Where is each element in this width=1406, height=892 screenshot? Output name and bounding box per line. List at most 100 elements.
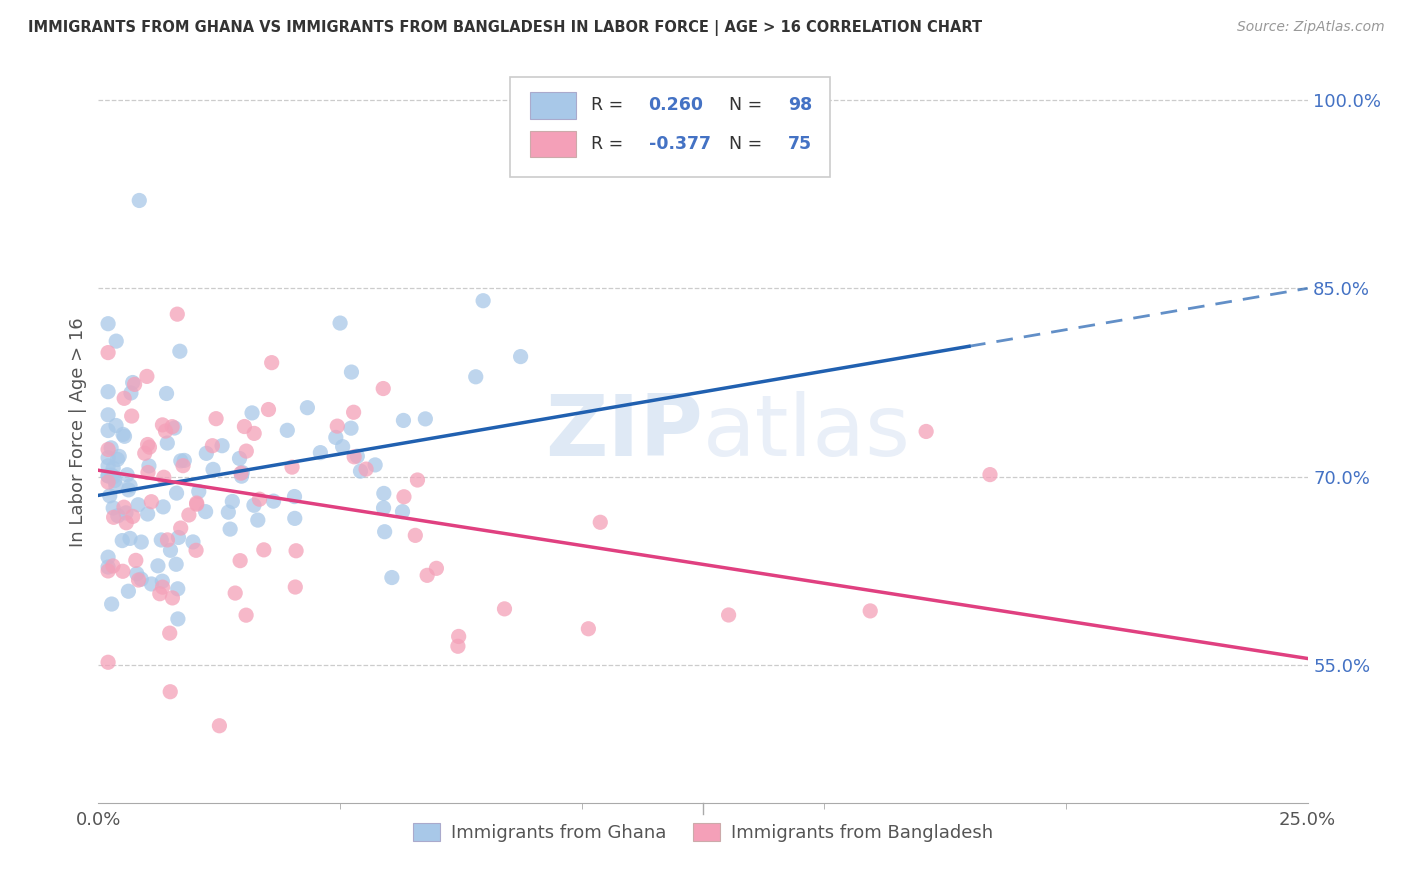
Point bbox=[589, 516, 612, 530]
Point bbox=[97, 475, 120, 489]
Legend: Immigrants from Ghana, Immigrants from Bangladesh: Immigrants from Ghana, Immigrants from B… bbox=[405, 815, 1001, 849]
Point bbox=[211, 439, 233, 453]
Point bbox=[97, 317, 120, 331]
Point bbox=[162, 591, 184, 605]
Point bbox=[155, 424, 177, 438]
Point bbox=[155, 386, 177, 401]
Text: 75: 75 bbox=[787, 135, 811, 153]
Point bbox=[184, 543, 207, 558]
Point bbox=[135, 369, 157, 384]
Point bbox=[447, 629, 470, 643]
Point bbox=[208, 719, 231, 733]
Point bbox=[159, 626, 181, 640]
Point bbox=[229, 554, 252, 568]
Point bbox=[107, 452, 129, 467]
Point bbox=[118, 479, 141, 493]
Text: R =: R = bbox=[591, 135, 628, 153]
Point bbox=[285, 543, 308, 558]
Point bbox=[221, 494, 243, 508]
Point bbox=[159, 543, 181, 558]
Point bbox=[141, 494, 163, 508]
Text: Source: ZipAtlas.com: Source: ZipAtlas.com bbox=[1237, 20, 1385, 34]
Point bbox=[152, 500, 174, 514]
Text: IMMIGRANTS FROM GHANA VS IMMIGRANTS FROM BANGLADESH IN LABOR FORCE | AGE > 16 CO: IMMIGRANTS FROM GHANA VS IMMIGRANTS FROM… bbox=[28, 20, 983, 36]
Point bbox=[100, 597, 122, 611]
Point bbox=[343, 405, 366, 419]
Y-axis label: In Labor Force | Age > 16: In Labor Force | Age > 16 bbox=[69, 318, 87, 548]
Point bbox=[105, 334, 128, 348]
Point bbox=[494, 602, 516, 616]
Point bbox=[392, 413, 415, 427]
Point bbox=[186, 496, 208, 510]
FancyBboxPatch shape bbox=[530, 130, 576, 157]
Point bbox=[121, 376, 143, 390]
Point bbox=[406, 473, 429, 487]
Point bbox=[166, 486, 188, 500]
Point bbox=[107, 508, 129, 523]
Point bbox=[364, 458, 387, 472]
Point bbox=[150, 533, 173, 547]
Point bbox=[187, 484, 209, 499]
Point bbox=[138, 458, 160, 473]
Point bbox=[915, 425, 938, 439]
Point bbox=[98, 489, 121, 503]
Point bbox=[141, 577, 163, 591]
Point bbox=[125, 553, 148, 567]
Point bbox=[170, 521, 193, 535]
Point bbox=[246, 513, 269, 527]
Point bbox=[97, 458, 120, 473]
Point bbox=[253, 542, 276, 557]
Point bbox=[509, 350, 531, 364]
Point bbox=[97, 655, 120, 669]
Point bbox=[127, 498, 149, 512]
Point bbox=[373, 486, 395, 500]
Point bbox=[138, 440, 160, 454]
Point bbox=[167, 612, 190, 626]
Point bbox=[416, 568, 439, 582]
Point bbox=[121, 509, 143, 524]
Point bbox=[263, 494, 285, 508]
Point bbox=[97, 450, 120, 465]
Point bbox=[354, 462, 377, 476]
Point bbox=[117, 483, 139, 497]
Point bbox=[326, 419, 349, 434]
Point bbox=[111, 533, 134, 548]
Point bbox=[283, 490, 305, 504]
Point bbox=[115, 506, 138, 520]
Text: N =: N = bbox=[717, 96, 768, 114]
Point bbox=[343, 450, 366, 464]
Point bbox=[112, 392, 135, 406]
Point bbox=[129, 572, 152, 586]
Point bbox=[979, 467, 1001, 482]
Point bbox=[202, 462, 225, 476]
Point bbox=[152, 580, 174, 594]
Point bbox=[859, 604, 882, 618]
Point bbox=[257, 402, 280, 417]
Point bbox=[233, 419, 256, 434]
Point bbox=[129, 535, 152, 549]
Point bbox=[374, 524, 396, 539]
Point bbox=[153, 470, 176, 484]
Point bbox=[415, 412, 437, 426]
Point bbox=[229, 467, 252, 481]
Point bbox=[177, 508, 200, 522]
Point bbox=[121, 409, 143, 423]
Point bbox=[125, 566, 148, 581]
Point bbox=[181, 535, 204, 549]
Point bbox=[576, 622, 599, 636]
Point bbox=[165, 558, 187, 572]
Point bbox=[97, 345, 120, 359]
Point bbox=[172, 458, 194, 473]
Point bbox=[170, 454, 193, 468]
Point bbox=[136, 507, 159, 521]
Text: N =: N = bbox=[717, 135, 768, 153]
Point bbox=[115, 516, 138, 530]
Text: -0.377: -0.377 bbox=[648, 135, 710, 153]
Point bbox=[118, 532, 141, 546]
Point bbox=[160, 419, 183, 434]
Point bbox=[163, 421, 186, 435]
Point bbox=[186, 497, 208, 511]
Point bbox=[464, 369, 486, 384]
Text: R =: R = bbox=[591, 96, 634, 114]
Point bbox=[104, 474, 127, 488]
